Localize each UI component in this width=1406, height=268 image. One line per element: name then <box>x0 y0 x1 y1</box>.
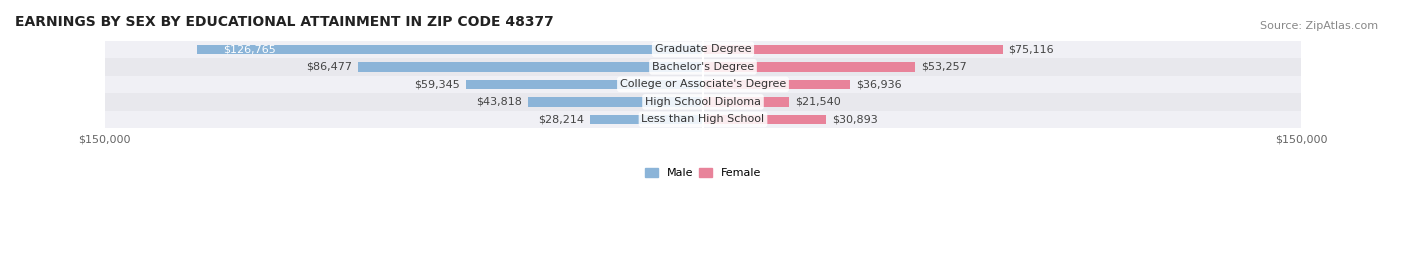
Bar <box>104 93 1302 111</box>
Text: $75,116: $75,116 <box>1008 44 1054 54</box>
Bar <box>529 97 703 107</box>
Bar <box>467 80 703 89</box>
Bar <box>104 111 1302 128</box>
Bar <box>703 80 851 89</box>
Bar <box>104 76 1302 93</box>
Text: Bachelor's Degree: Bachelor's Degree <box>652 62 754 72</box>
Text: Source: ZipAtlas.com: Source: ZipAtlas.com <box>1260 21 1378 31</box>
Legend: Male, Female: Male, Female <box>644 168 762 178</box>
Text: Less than High School: Less than High School <box>641 114 765 124</box>
Text: $126,765: $126,765 <box>222 44 276 54</box>
Bar <box>703 97 789 107</box>
Text: $28,214: $28,214 <box>538 114 585 124</box>
Text: $36,936: $36,936 <box>856 79 901 90</box>
Text: $21,540: $21,540 <box>794 97 841 107</box>
Text: College or Associate's Degree: College or Associate's Degree <box>620 79 786 90</box>
Text: High School Diploma: High School Diploma <box>645 97 761 107</box>
Bar <box>591 115 703 124</box>
Text: Graduate Degree: Graduate Degree <box>655 44 751 54</box>
Bar <box>197 44 703 54</box>
Text: EARNINGS BY SEX BY EDUCATIONAL ATTAINMENT IN ZIP CODE 48377: EARNINGS BY SEX BY EDUCATIONAL ATTAINMEN… <box>15 15 554 29</box>
Bar <box>703 62 915 72</box>
Bar <box>104 41 1302 58</box>
Bar <box>703 44 1002 54</box>
Text: $30,893: $30,893 <box>832 114 877 124</box>
Bar <box>359 62 703 72</box>
Text: $43,818: $43,818 <box>477 97 522 107</box>
Bar <box>703 115 827 124</box>
Text: $86,477: $86,477 <box>307 62 352 72</box>
Text: $59,345: $59,345 <box>415 79 460 90</box>
Text: $53,257: $53,257 <box>921 62 967 72</box>
Bar <box>104 58 1302 76</box>
